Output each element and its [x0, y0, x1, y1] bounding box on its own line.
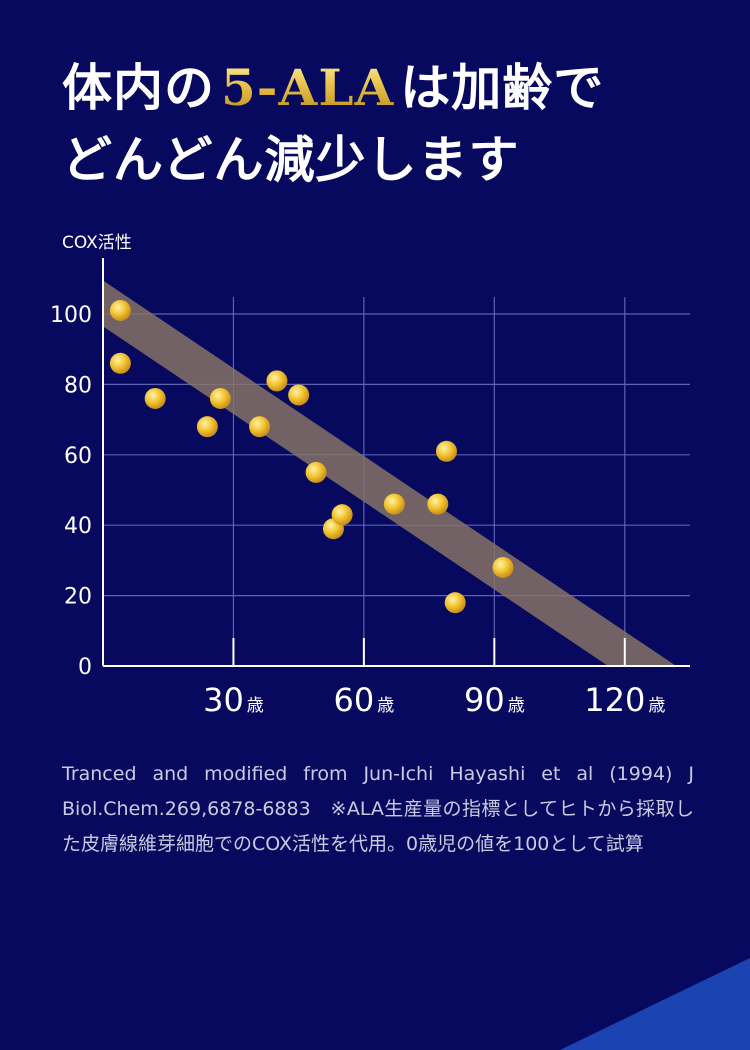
y-tick-label-60: 60 — [64, 444, 92, 469]
cox-activity-scatter-chart: 0 20 40 60 80 100 30 歳 60 歳 90 歳 120 歳 COX活性 — [50, 233, 690, 719]
y-tick-label-80: 80 — [64, 373, 92, 398]
data-point-15 — [492, 556, 514, 578]
x-tick-label-90: 90 歳 — [464, 681, 525, 719]
y-axis-title: COX活性 — [62, 233, 132, 253]
data-point-10 — [331, 504, 353, 526]
data-point-2 — [144, 387, 166, 409]
trend-band-layer — [103, 280, 677, 666]
data-point-6 — [266, 370, 288, 392]
y-tick-label-20: 20 — [64, 585, 92, 610]
data-point-1 — [109, 352, 131, 374]
headline-line1-pre: 体内の — [62, 58, 215, 117]
x-tick-label-120: 120 歳 — [584, 681, 665, 719]
data-point-7 — [288, 384, 310, 406]
x-tick-label-60: 60 歳 — [334, 681, 395, 719]
data-point-3 — [196, 416, 218, 438]
headline-highlight-5ala: 5-ALA — [221, 58, 395, 117]
data-point-5 — [249, 416, 271, 438]
y-tick-label-0: 0 — [78, 655, 92, 680]
source-note: Tranced and modified from Jun-Ichi Hayas… — [62, 763, 694, 855]
headline: 体内の 5-ALA は加齢で どんどん減少します — [62, 52, 604, 196]
data-point-8 — [305, 461, 327, 483]
headline-line2: どんどん減少します — [62, 130, 520, 189]
headline-line1-post: は加齢で — [400, 58, 605, 117]
data-point-12 — [427, 493, 449, 515]
corner-accent-shape — [560, 958, 750, 1050]
x-tick-label-30: 30 歳 — [203, 681, 264, 719]
grid-lines — [103, 297, 690, 666]
data-point-13 — [436, 440, 458, 462]
axis-labels: 0 20 40 60 80 100 30 歳 60 歳 90 歳 120 歳 COX活性 — [50, 233, 665, 719]
axes — [102, 258, 690, 667]
y-tick-label-100: 100 — [50, 303, 92, 328]
trend-band — [103, 280, 677, 666]
data-point-0 — [109, 299, 131, 321]
y-tick-label-40: 40 — [64, 514, 92, 539]
data-point-14 — [444, 592, 466, 614]
data-point-11 — [383, 493, 405, 515]
data-points — [109, 299, 514, 614]
data-point-4 — [209, 387, 231, 409]
